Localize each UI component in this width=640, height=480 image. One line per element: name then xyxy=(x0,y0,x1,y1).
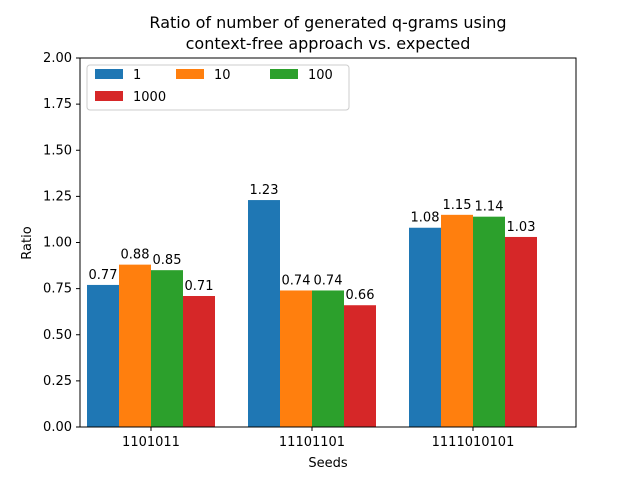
legend-label-1: 10 xyxy=(214,68,231,83)
bar-series-3-cat-2 xyxy=(505,236,537,427)
legend: 1 10 100 1000 xyxy=(86,64,350,111)
y-tick-label-8: 2.00 xyxy=(43,51,72,66)
legend-swatch-1 xyxy=(176,69,204,79)
bar-series-3-cat-1 xyxy=(344,305,376,427)
data-label-series-3-cat-2: 1.03 xyxy=(507,220,536,235)
bar-series-2-cat-0 xyxy=(151,270,183,427)
data-label-series-3-cat-0: 0.71 xyxy=(185,279,214,294)
y-tick-label-6: 1.50 xyxy=(43,143,72,158)
legend-swatch-3 xyxy=(95,91,123,101)
bar-series-3-cat-0 xyxy=(183,296,215,427)
data-label-series-1-cat-0: 0.88 xyxy=(121,248,150,263)
legend-label-0: 1 xyxy=(133,68,141,83)
data-label-series-0-cat-1: 1.23 xyxy=(250,183,279,198)
bar-series-1-cat-1 xyxy=(280,290,312,427)
data-label-series-0-cat-0: 0.77 xyxy=(89,268,118,283)
bar-series-0-cat-1 xyxy=(248,200,280,427)
data-label-series-1-cat-1: 0.74 xyxy=(282,273,311,288)
x-tick-label-1: 11101101 xyxy=(279,435,345,450)
data-label-series-2-cat-0: 0.85 xyxy=(153,253,182,268)
bar-series-2-cat-1 xyxy=(312,290,344,427)
y-tick-label-7: 1.75 xyxy=(43,97,72,112)
chart-title-line-1: Ratio of number of generated q-grams usi… xyxy=(149,13,506,32)
data-label-series-0-cat-2: 1.08 xyxy=(411,211,440,226)
y-tick-label-3: 0.75 xyxy=(43,282,72,297)
data-label-series-1-cat-2: 1.15 xyxy=(443,198,472,213)
data-label-series-3-cat-1: 0.66 xyxy=(346,288,375,303)
bar-series-2-cat-2 xyxy=(473,216,505,427)
x-axis-label: Seeds xyxy=(308,456,348,471)
legend-swatch-2 xyxy=(270,69,298,79)
y-axis-label: Ratio xyxy=(20,226,35,259)
legend-swatch-0 xyxy=(95,69,123,79)
y-tick-label-2: 0.50 xyxy=(43,328,72,343)
x-tick-label-2: 1111010101 xyxy=(432,435,515,450)
bar-series-0-cat-0 xyxy=(87,284,119,427)
data-label-series-2-cat-2: 1.14 xyxy=(475,200,504,215)
bar-series-1-cat-2 xyxy=(441,214,473,427)
legend-label-2: 100 xyxy=(308,68,333,83)
legend-label-3: 1000 xyxy=(133,90,166,105)
y-tick-label-5: 1.25 xyxy=(43,189,72,204)
chart-title-line-2: context-free approach vs. expected xyxy=(186,34,471,53)
x-tick-label-0: 1101011 xyxy=(122,435,180,450)
y-tick-label-4: 1.00 xyxy=(43,236,72,251)
y-tick-label-0: 0.00 xyxy=(43,420,72,435)
data-label-series-2-cat-1: 0.74 xyxy=(314,273,343,288)
plot-area: 0.77 1.23 1.08 0.88 0.74 1.15 0.85 0.74 1.14 0.71… xyxy=(43,51,577,450)
bar-series-0-cat-2 xyxy=(409,227,441,427)
y-tick-label-1: 0.25 xyxy=(43,374,72,389)
bar-series-1-cat-0 xyxy=(119,264,151,427)
